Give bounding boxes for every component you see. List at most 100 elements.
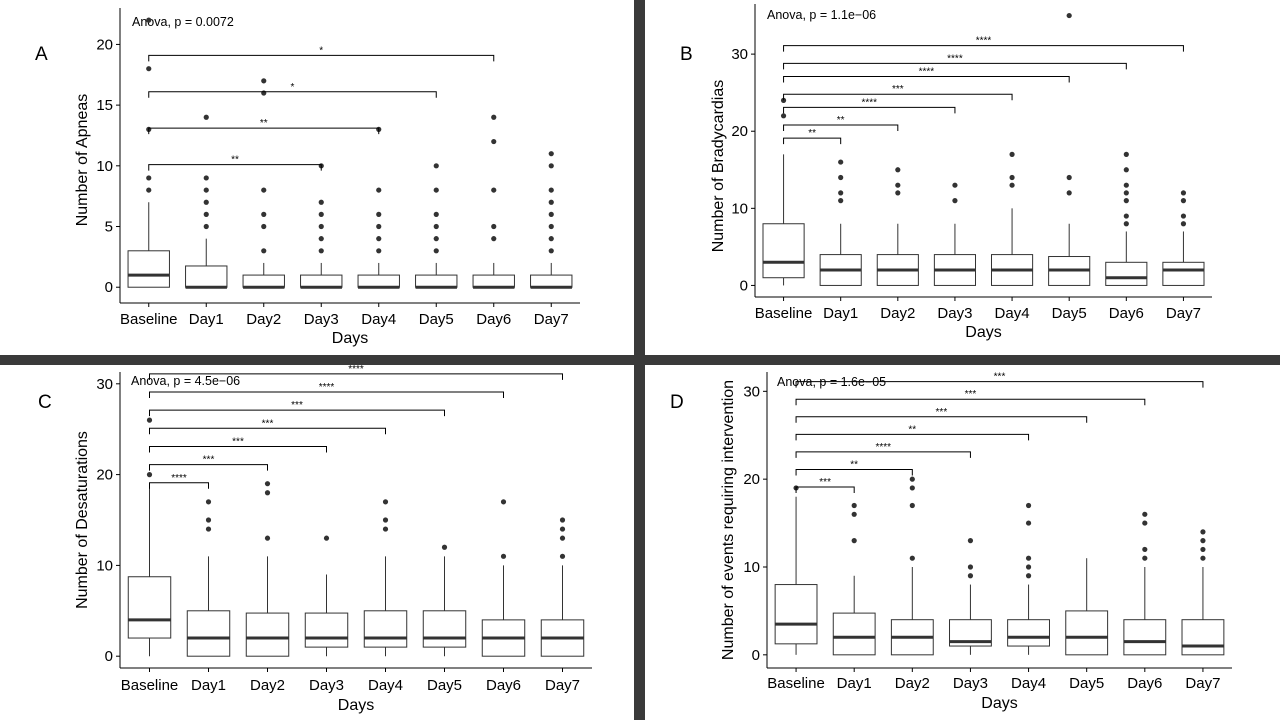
x-tick-label: Day3 [937,305,972,322]
box-day2 [890,476,934,656]
iqr-box [242,274,285,288]
outlier-point [323,535,330,541]
x-tick-label: Day6 [1109,305,1144,322]
box-day4 [363,499,408,657]
significance-bracket: *** [795,477,855,494]
outlier-point [441,544,448,550]
outlier-point [1066,190,1072,196]
y-tick-label: 30 [743,383,760,400]
outlier-point [1009,182,1015,188]
outlier-point [548,163,554,169]
bracket-line [148,164,322,171]
significance-label: **** [875,442,891,453]
y-tick-label: 10 [96,158,113,175]
x-tick-label: Day5 [1069,675,1104,692]
iqr-box [304,612,349,648]
box-day5 [1048,12,1091,286]
x-tick-label: Day1 [837,675,872,692]
outlier-point [909,502,915,509]
outlier-point [1066,12,1072,19]
outlier-point [261,223,267,230]
iqr-box [363,610,408,648]
significance-bracket: *** [149,400,445,417]
outlier-point [1025,564,1032,570]
outlier-point [1123,151,1129,157]
y-tick-label: 0 [740,277,748,294]
iqr-box [245,612,290,657]
box-day6 [472,114,515,289]
bracket-line [795,398,1146,406]
box-day3 [933,182,977,286]
x-tick-label: Day5 [419,311,454,328]
outlier-point [1200,538,1206,544]
box-day4 [990,151,1034,286]
outlier-point [952,198,958,204]
outlier-point [433,163,439,169]
box-day7 [530,151,573,289]
outlier-point [261,248,267,254]
outlier-point [1066,174,1072,181]
panel-b: B Anova, p = 1.1e−06 0 10 20 30 Baseline Day1 Da… [680,4,1212,341]
x-tick-label: Day3 [309,677,344,694]
outlier-point [1142,511,1148,517]
outlier-point [491,114,497,120]
outlier-point [203,175,209,181]
iqr-box [1105,261,1148,286]
x-tick-label: Day6 [1127,675,1162,692]
outlier-point [1025,555,1032,561]
bracket-line [783,106,956,114]
outlier-point [146,175,152,181]
box-day7 [540,517,585,657]
significance-label: * [319,45,323,56]
box-day3 [949,538,992,655]
x-tick-label: Day4 [361,311,396,328]
box-day6 [1123,511,1167,656]
x-tick-label: Baseline [755,305,813,322]
significance-label: **** [947,53,963,64]
bracket-line [795,486,855,494]
y-axis-title: Number of Apneas [74,94,91,227]
outlier-point [376,236,382,242]
x-tick-label: Baseline [121,677,179,694]
y-axis-title: Number of events requiring intervention [720,380,737,660]
significance-label: *** [291,400,303,411]
outlier-point [205,517,212,523]
significance-bracket: *** [149,436,327,453]
bracket-line [783,137,842,145]
outlier-point [1200,529,1206,535]
outlier-point [1180,213,1187,219]
x-tick-label: Day7 [534,311,569,328]
significance-bracket: **** [149,473,209,489]
panel-letter: D [670,392,684,413]
outlier-point [909,476,915,482]
outlier-point [146,472,153,478]
iqr-box [1123,619,1167,656]
x-axis-title: Days [981,695,1017,712]
outlier-point [318,236,324,242]
box-day3 [304,535,349,657]
x-axis-title: Days [338,697,374,714]
outlier-point [1009,151,1015,157]
outlier-point [146,417,153,423]
outlier-point [261,187,267,193]
bracket-line [149,427,386,435]
iqr-box [1162,261,1205,286]
outlier-point [548,187,554,193]
outlier-point [491,138,497,145]
outlier-point [382,517,389,523]
y-tick-label: 20 [96,36,113,53]
y-tick-label: 20 [731,123,748,140]
significance-label: ** [837,115,845,126]
y-tick-label: 5 [105,219,113,236]
iqr-box [300,274,343,288]
outlier-point [559,535,566,541]
bracket-line [149,409,445,417]
outlier-point [967,564,974,570]
outlier-point [1123,198,1129,204]
y-tick-label: 10 [743,559,760,576]
significance-bracket: ** [783,115,899,132]
anova-annotation: Anova, p = 4.5e−06 [131,374,240,388]
x-axis-title: Days [965,324,1001,341]
significance-label: **** [348,364,364,375]
significance-bracket: **** [149,382,504,398]
